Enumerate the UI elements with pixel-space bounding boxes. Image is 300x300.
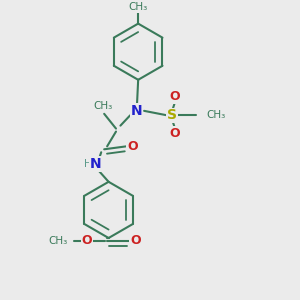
Text: N: N: [131, 104, 142, 118]
Text: CH₃: CH₃: [206, 110, 225, 120]
Text: O: O: [170, 127, 180, 140]
Text: O: O: [130, 235, 140, 248]
Text: N: N: [90, 157, 102, 171]
Text: H: H: [84, 159, 92, 169]
Text: O: O: [127, 140, 138, 153]
Text: O: O: [82, 235, 92, 248]
Text: CH₃: CH₃: [49, 236, 68, 246]
Text: O: O: [170, 91, 180, 103]
Text: CH₃: CH₃: [93, 101, 112, 111]
Text: S: S: [167, 108, 177, 122]
Text: CH₃: CH₃: [128, 2, 148, 12]
